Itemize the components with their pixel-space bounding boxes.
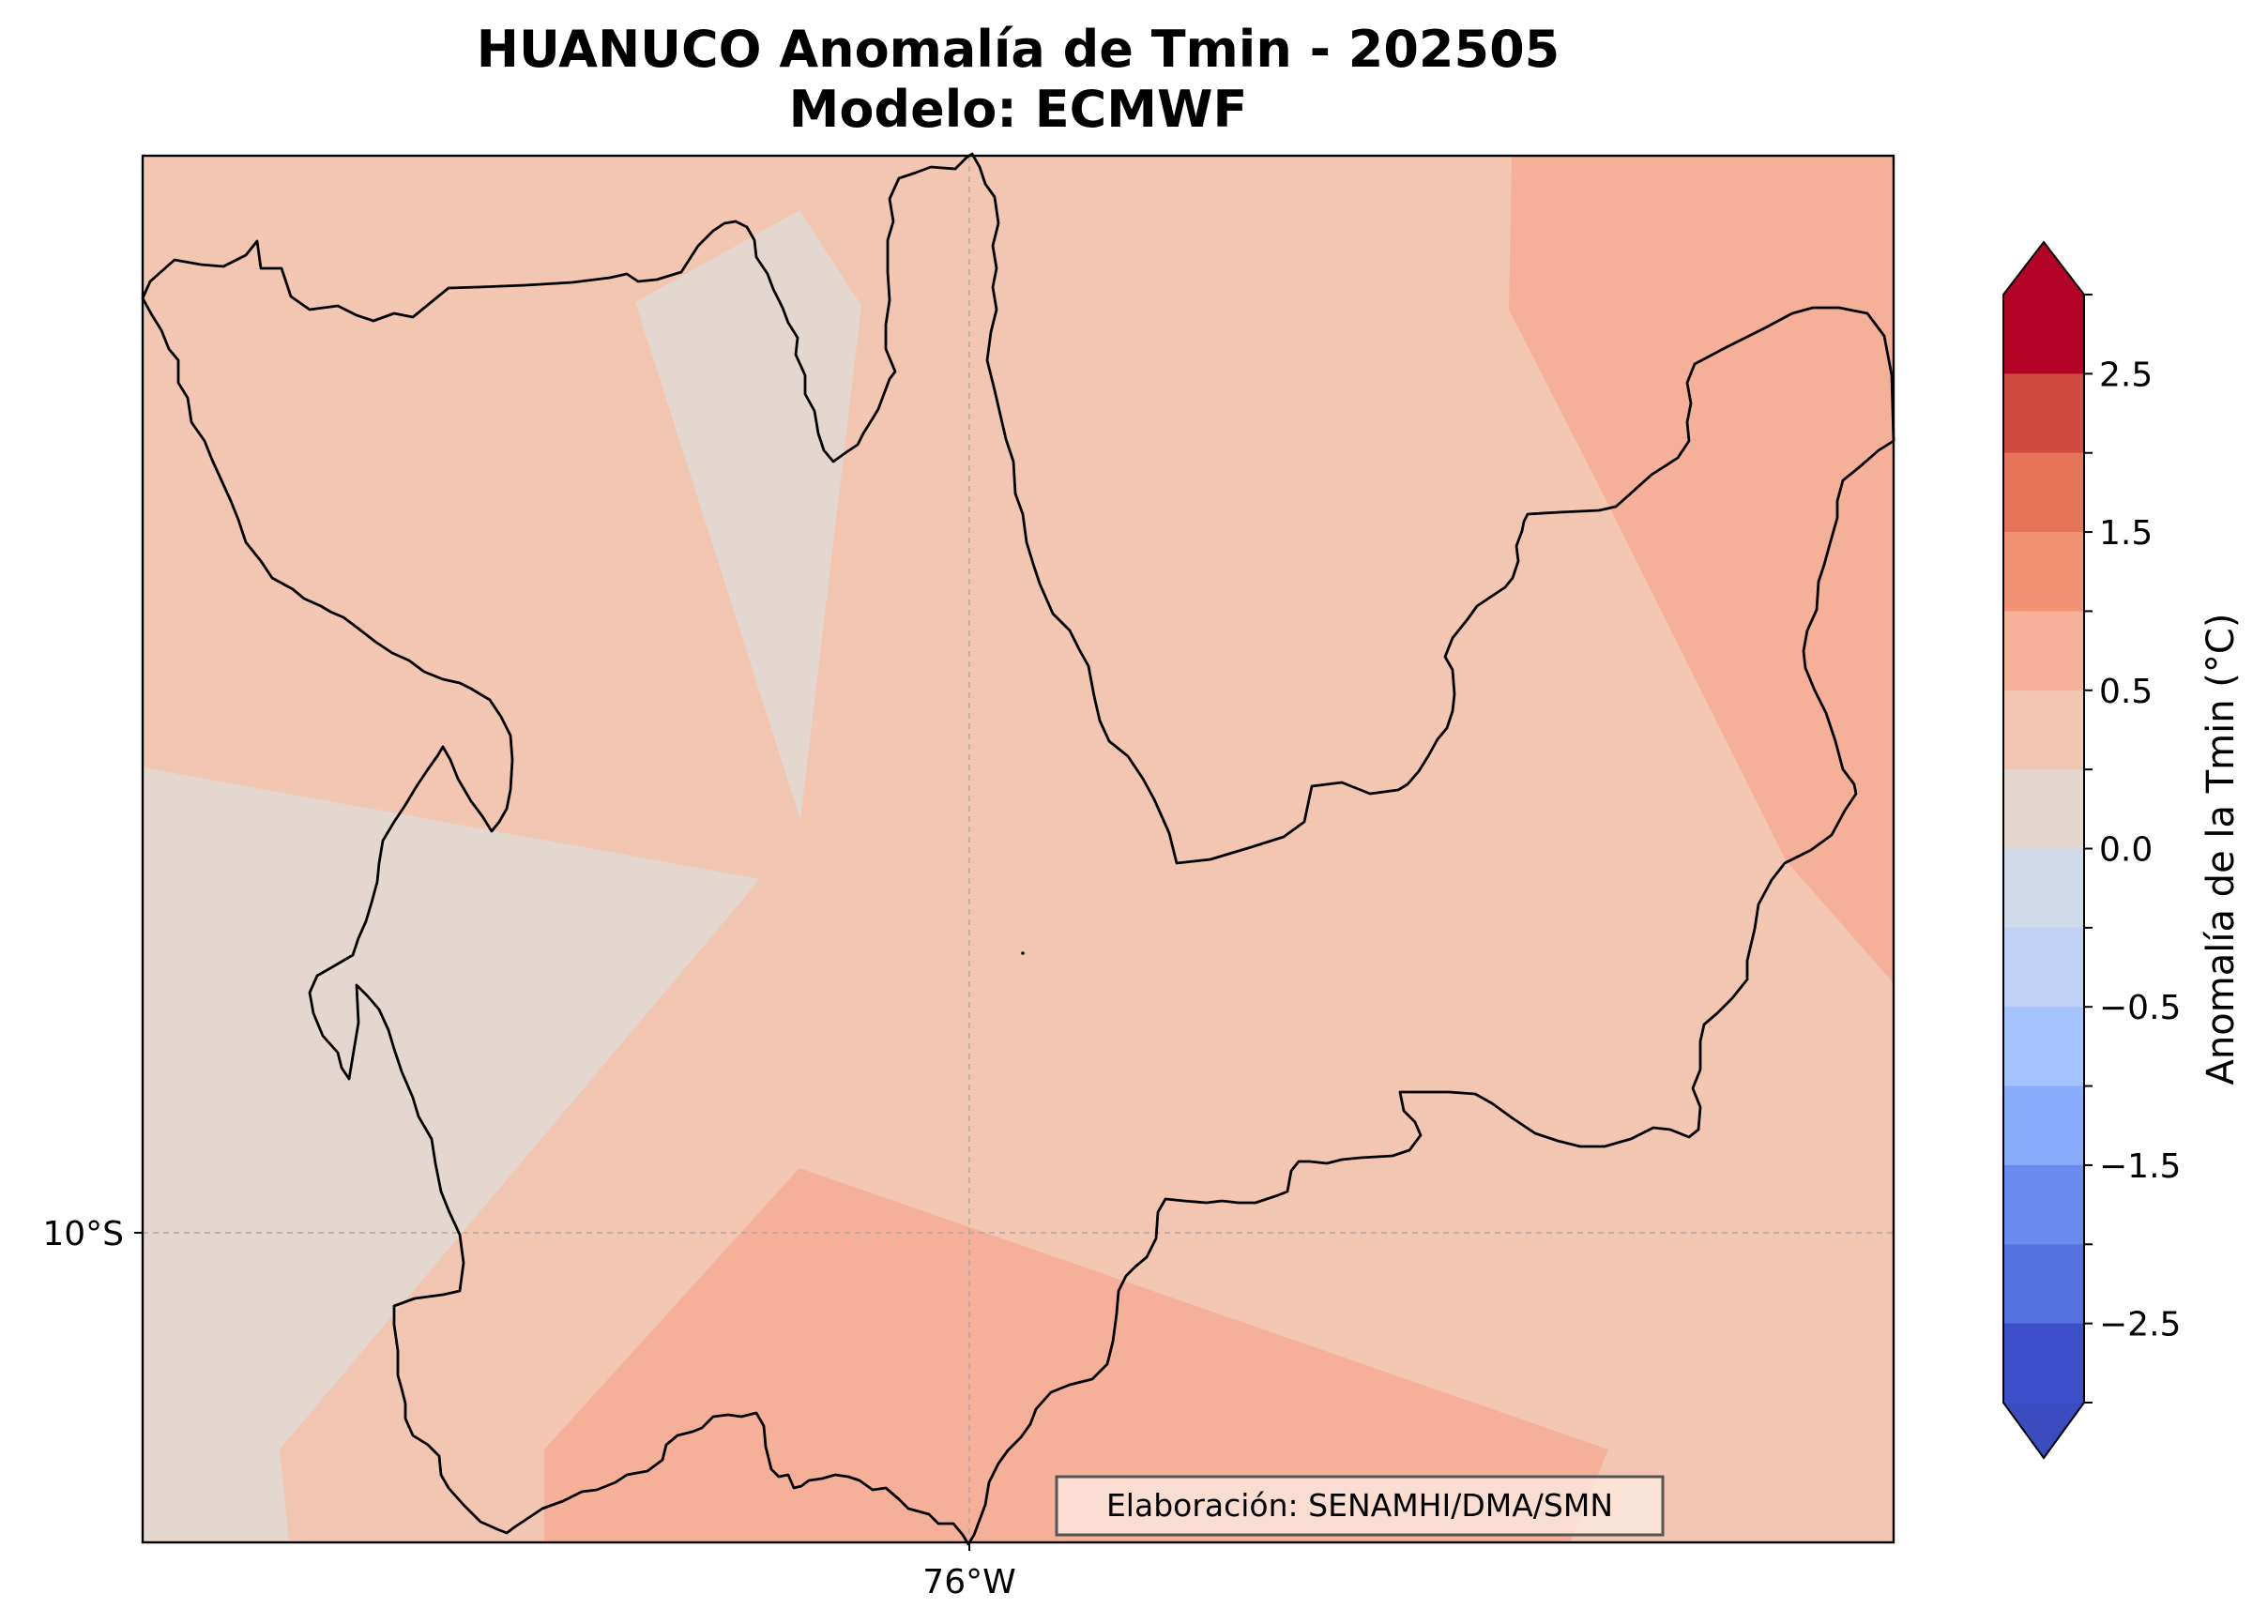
colorbar-tick-label: −2.5 xyxy=(2099,1306,2181,1344)
field-warm-east xyxy=(1509,156,1894,983)
colorbar-bin xyxy=(2003,373,2084,454)
colorbar-tick-label: 0.5 xyxy=(2099,673,2153,711)
region-boundary xyxy=(141,152,1895,1546)
colorbar-ticks xyxy=(2084,294,2093,1404)
colorbar-bins xyxy=(2003,295,2084,1404)
colorbar-bin xyxy=(2003,1244,2084,1325)
map-frame xyxy=(141,154,1895,1544)
lat-tick-label: 10°S xyxy=(42,1215,124,1253)
colorbar-tick-label: −1.5 xyxy=(2099,1147,2181,1186)
colorbar-tick-label: −0.5 xyxy=(2099,989,2181,1027)
colorbar-tick-labels: 2.5 1.5 0.5 0.0 −0.5 −1.5 −2.5 xyxy=(2099,356,2181,1343)
field-warm-south xyxy=(544,1168,1608,1542)
colorbar: 2.5 1.5 0.5 0.0 −0.5 −1.5 −2.5 Anomalía de la … xyxy=(2002,240,2243,1460)
credit-text: Elaboración: SENAMHI/DMA/SMN xyxy=(1106,1487,1613,1524)
map-panel: 10°S 76°W Elaboración: SENAMHI/DMA/SMN xyxy=(42,152,1895,1601)
colorbar-bin xyxy=(2003,690,2084,770)
field-near-zero-north xyxy=(635,210,861,820)
credit-box: Elaboración: SENAMHI/DMA/SMN xyxy=(1055,1475,1665,1537)
lon-tick-label: 76°W xyxy=(922,1563,1015,1601)
colorbar-tick-label: 1.5 xyxy=(2099,514,2153,553)
city-marker xyxy=(1021,951,1025,955)
colorbar-extend-max xyxy=(2003,242,2084,295)
colorbar-bin xyxy=(2003,848,2084,929)
colorbar-bin xyxy=(2003,295,2084,374)
colorbar-bin xyxy=(2003,611,2084,691)
colorbar-tick-label: 0.0 xyxy=(2099,831,2153,870)
colorbar-bin xyxy=(2003,927,2084,1008)
colorbar-bin xyxy=(2003,1323,2084,1404)
colorbar-extend-min xyxy=(2003,1403,2084,1458)
colorbar-bin xyxy=(2003,1164,2084,1245)
colorbar-bin xyxy=(2003,1007,2084,1087)
colorbar-bin xyxy=(2003,1085,2084,1166)
map-subtitle: Modelo: ECMWF xyxy=(788,80,1248,139)
colorbar-label: Anomalía de la Tmin (°C) xyxy=(2200,614,2243,1085)
map-title: HUANUCO Anomalía de Tmin - 202505 xyxy=(476,20,1560,79)
colorbar-bin xyxy=(2003,452,2084,533)
colorbar-bin xyxy=(2003,769,2084,850)
colorbar-bin xyxy=(2003,532,2084,613)
field-near-zero-west xyxy=(143,767,760,1542)
colorbar-tick-label: 2.5 xyxy=(2099,356,2153,394)
